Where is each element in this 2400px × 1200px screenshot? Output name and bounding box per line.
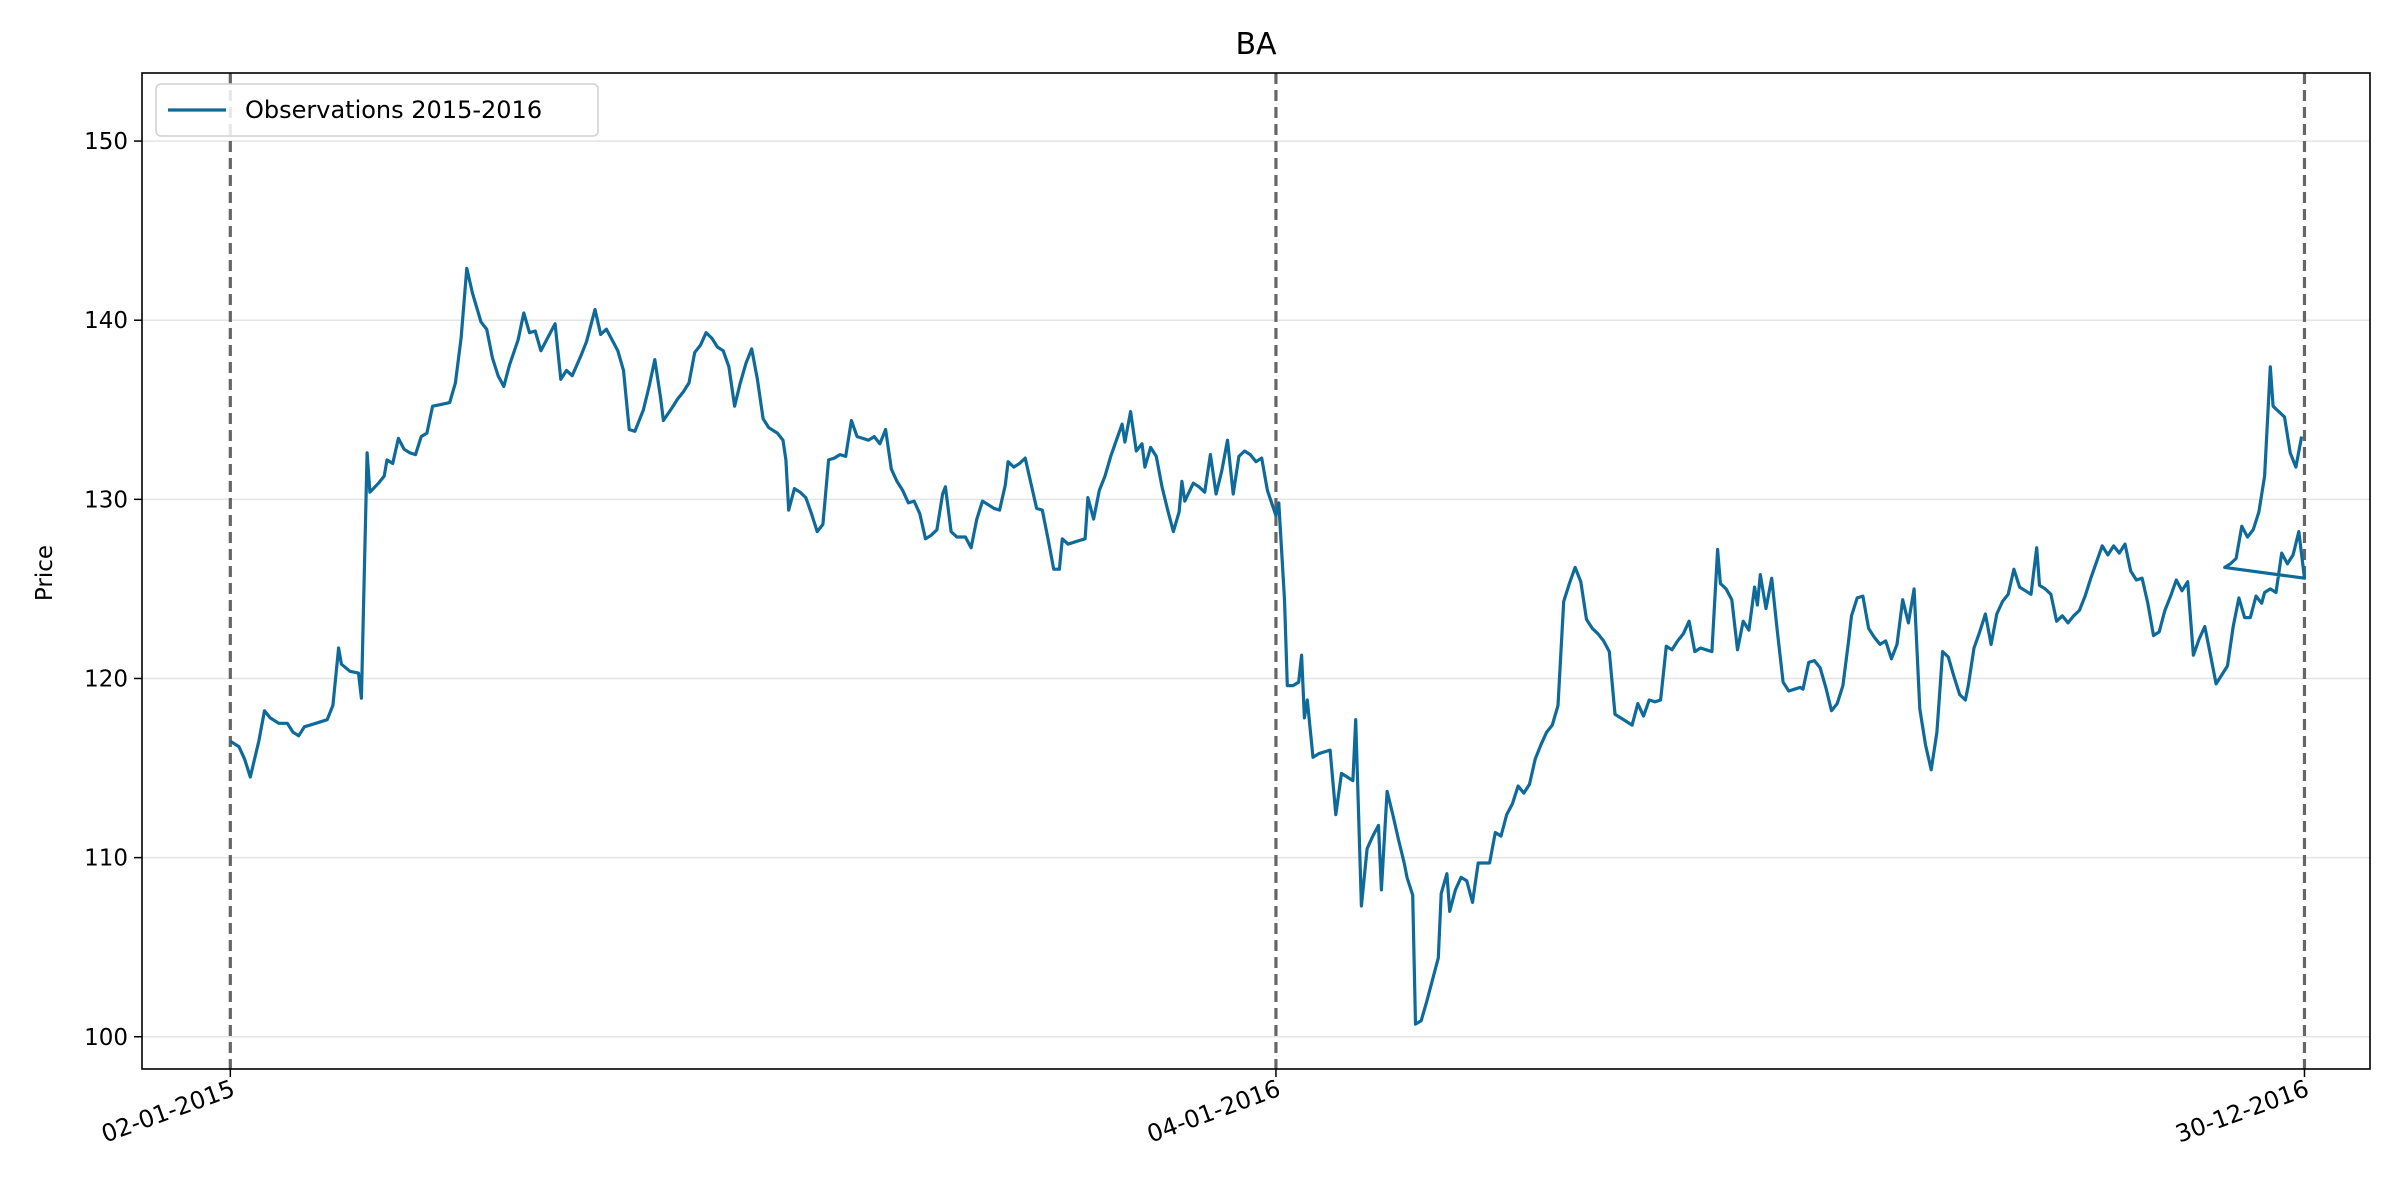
y-tick-label: 100 bbox=[84, 1025, 128, 1051]
series-layer bbox=[229, 266, 2307, 1026]
gridlines bbox=[142, 140, 2370, 1038]
y-tick-label: 120 bbox=[84, 666, 128, 692]
chart-title: BA bbox=[1235, 27, 1277, 62]
y-tick-label: 140 bbox=[84, 308, 128, 334]
legend-box bbox=[155, 83, 599, 137]
series-line bbox=[229, 266, 2307, 1026]
y-axis: 100 110 120 130 140 150 bbox=[84, 129, 142, 1051]
y-tick-label: 110 bbox=[84, 846, 128, 872]
y-tick-label: 130 bbox=[84, 487, 128, 513]
plot-frame bbox=[141, 72, 2371, 1070]
y-tick-label: 150 bbox=[84, 129, 128, 155]
legend: Observations 2015-2016 bbox=[155, 83, 599, 137]
legend-label: Observations 2015-2016 bbox=[245, 96, 542, 124]
y-axis-label: Price bbox=[32, 545, 58, 601]
